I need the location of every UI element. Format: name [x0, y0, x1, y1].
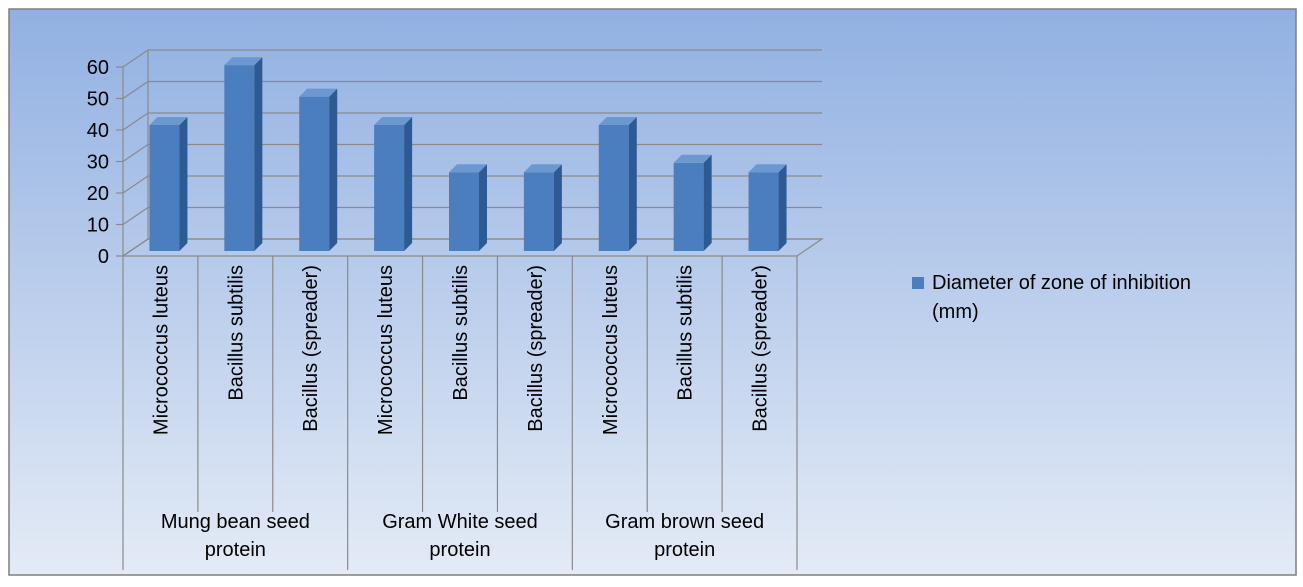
bar-side — [703, 154, 712, 251]
bar-top — [748, 164, 787, 173]
bar — [523, 164, 562, 251]
category-label: Micrococcus luteus — [375, 265, 397, 435]
bar-side — [628, 117, 637, 251]
side-wall-gridline — [122, 112, 149, 131]
bar-side — [329, 88, 338, 252]
group-label-line: Gram White seed — [382, 511, 538, 533]
bar — [598, 117, 637, 251]
group-label-line: protein — [654, 539, 715, 561]
group-label-line: Gram brown seed — [605, 511, 764, 533]
bar-front — [374, 125, 405, 251]
bar-top — [673, 154, 712, 163]
category-label: Bacillus (spreader) — [525, 265, 547, 432]
side-wall-gridline — [122, 49, 149, 68]
category-label: Micrococcus luteus — [150, 265, 172, 435]
legend-label: Diameter of zone of inhibition (mm) — [932, 272, 1191, 323]
group-label-line: protein — [429, 539, 490, 561]
legend: Diameter of zone of inhibition (mm) — [912, 272, 1191, 323]
legend-swatch — [912, 277, 924, 289]
legend-label-line: Diameter of zone of inhibition — [932, 272, 1191, 294]
category-label: Bacillus subtilis — [450, 265, 472, 401]
bar-top — [224, 57, 263, 66]
bar-top — [149, 117, 188, 125]
chart-background — [8, 8, 1297, 576]
bar-top — [374, 117, 413, 125]
bar-front — [149, 125, 180, 251]
side-wall-gridline — [122, 144, 149, 162]
side-wall-gridline — [122, 81, 149, 99]
bar — [299, 88, 338, 252]
bar-front — [224, 65, 255, 252]
y-tick-label: 40 — [87, 120, 109, 142]
bar-front — [598, 125, 629, 251]
bar-side — [179, 117, 188, 251]
group-label-line: protein — [205, 539, 266, 561]
y-tick-labels: 0 10 20 30 40 50 60 — [87, 57, 123, 268]
bar-front — [449, 172, 479, 251]
legend-label-line: (mm) — [932, 301, 979, 323]
bar-side — [778, 164, 787, 251]
bar-top — [523, 164, 562, 173]
group-label: Gram brown seed protein — [605, 511, 764, 561]
group-label: Mung bean seed protein — [161, 511, 310, 561]
bar — [149, 117, 188, 251]
bar — [374, 117, 413, 251]
group-label: Gram White seed protein — [382, 511, 538, 561]
side-wall-gridline — [122, 175, 149, 194]
bar-side — [553, 164, 562, 251]
bars — [149, 57, 787, 252]
bar-front — [748, 172, 779, 251]
bar — [449, 164, 487, 251]
y-tick-label: 0 — [98, 246, 109, 268]
category-label: Bacillus subtilis — [675, 265, 697, 401]
bar — [224, 57, 263, 252]
category-label: Bacillus subtilis — [225, 265, 247, 401]
y-tick-label: 30 — [87, 152, 109, 174]
bar-side — [479, 164, 487, 251]
bar-top — [299, 88, 338, 97]
bar — [673, 154, 712, 251]
bar — [748, 164, 787, 251]
y-tick-label: 10 — [87, 215, 109, 237]
bar-side — [254, 57, 263, 252]
side-wall-gridline — [122, 207, 149, 225]
category-label: Micrococcus luteus — [600, 265, 622, 435]
bar-side — [404, 117, 413, 251]
bar-top — [449, 164, 487, 173]
bar-front — [523, 172, 554, 251]
y-tick-label: 20 — [87, 183, 109, 205]
y-tick-label: 60 — [87, 57, 109, 79]
bar-front — [299, 96, 330, 252]
bar-top — [598, 117, 637, 125]
y-tick-label: 50 — [87, 89, 109, 111]
bar-front — [673, 162, 704, 251]
category-label: Bacillus (spreader) — [750, 265, 772, 432]
category-label: Bacillus (spreader) — [300, 265, 322, 432]
category-axis: Micrococcus luteus Bacillus subtilis Bacil… — [122, 256, 798, 570]
group-label-line: Mung bean seed — [161, 511, 310, 533]
